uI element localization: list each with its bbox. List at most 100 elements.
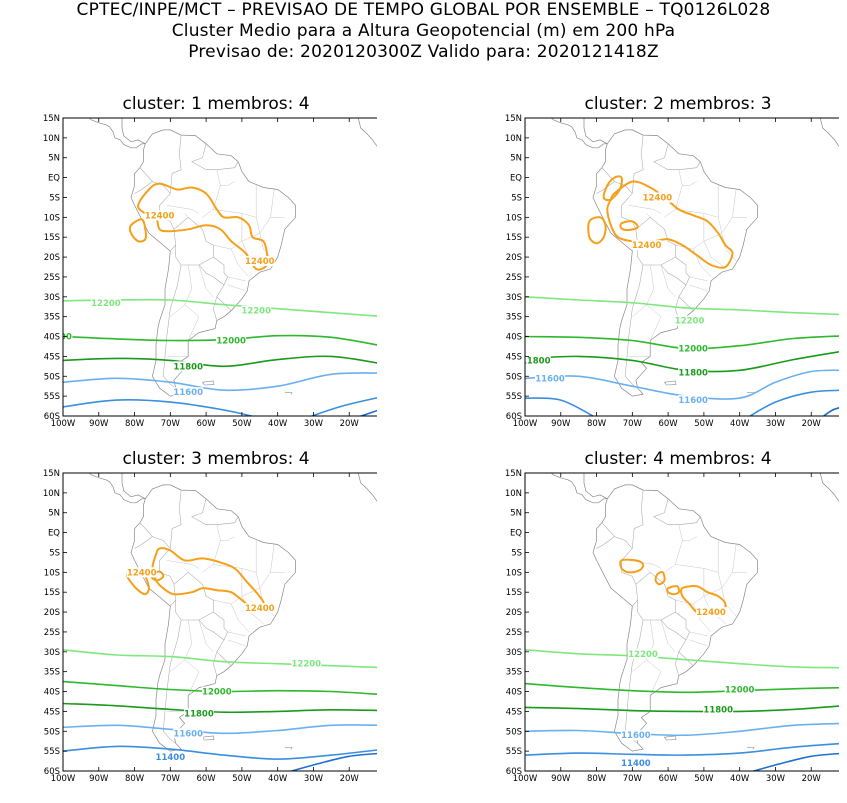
contour-label-bg <box>126 567 157 578</box>
lon-label: 30W <box>304 774 324 784</box>
lon-label: 80W <box>587 419 607 429</box>
lon-label: 70W <box>623 774 643 784</box>
lat-label: 25S <box>44 628 60 638</box>
contour-label-bg <box>144 210 175 221</box>
country-border <box>213 651 218 676</box>
state-border <box>664 540 683 573</box>
state-border <box>646 213 651 218</box>
contour-label-bg <box>631 240 662 251</box>
contour-line <box>525 649 839 669</box>
province-border <box>170 659 185 672</box>
province-border <box>184 619 200 672</box>
contour-label-bg <box>201 686 232 697</box>
south-georgia <box>284 391 293 395</box>
contour-label-bg <box>724 684 755 695</box>
map-layer: 12400 12400 12200 12000 11800 11600 11400 <box>63 473 377 771</box>
country-border <box>614 536 633 549</box>
lat-label: 30S <box>506 648 522 658</box>
contour-line <box>63 649 377 669</box>
lon-label: 20W <box>340 419 360 429</box>
country-border <box>624 264 644 389</box>
lat-label: 60S <box>506 767 522 777</box>
lon-label: 50W <box>694 419 714 429</box>
contour-label-bg <box>535 373 566 384</box>
country-border <box>653 498 701 525</box>
state-border <box>230 249 250 278</box>
map-panel-cluster-3: cluster: 3 membros: 4 12400 12400 12200 1200… <box>27 449 397 794</box>
lat-label: 55S <box>506 747 522 757</box>
state-border <box>227 631 246 637</box>
panel-title: cluster: 2 membros: 3 <box>584 94 772 114</box>
lat-label: 5N <box>48 154 60 164</box>
africa-coastline <box>819 473 839 502</box>
lat-label: 15N <box>43 469 60 479</box>
country-border <box>660 256 690 286</box>
contour-label: 11600 <box>535 374 565 384</box>
province-border <box>187 671 200 696</box>
contour-12400 <box>666 585 681 596</box>
lat-label: 55S <box>44 392 60 402</box>
geopotential-map: 12400 12400 12200 12200 12000 000 11800 11600 15… <box>43 114 377 429</box>
lon-label: 40W <box>730 774 750 784</box>
contour-label: 12200 <box>291 660 321 670</box>
contour-label-bg <box>244 603 275 614</box>
state-border <box>721 544 737 589</box>
map-layer: 12400 12400 12200 12200 12000 000 11800 11600 <box>63 118 377 416</box>
lon-label: 70W <box>161 419 181 429</box>
country-border <box>216 284 232 311</box>
country-border <box>191 143 239 170</box>
country-border <box>173 571 214 621</box>
province-border <box>632 304 647 317</box>
state-border <box>689 284 708 292</box>
lat-label: 5N <box>510 154 522 164</box>
state-border <box>227 276 246 282</box>
contour-label: 12400 <box>245 604 275 614</box>
state-border <box>675 568 705 605</box>
lat-label: 15N <box>505 469 522 479</box>
lat-label: 50S <box>506 372 522 382</box>
contour-label: 11600 <box>678 396 708 406</box>
lat-label: 30S <box>44 293 60 303</box>
lon-label: 90W <box>551 774 571 784</box>
contour-label-bg <box>678 343 709 354</box>
state-border <box>689 631 708 637</box>
contour-label-bg <box>703 704 734 715</box>
lon-label: 30W <box>766 419 786 429</box>
contour-label-bg <box>244 256 275 267</box>
lon-label: 100W <box>51 774 76 784</box>
state-border <box>664 185 683 218</box>
contour-line <box>750 752 839 771</box>
panel-title: cluster: 1 membros: 4 <box>122 94 310 114</box>
state-border <box>675 564 719 573</box>
state-border <box>216 169 235 186</box>
lat-label: 20S <box>506 608 522 618</box>
lon-label: 30W <box>304 419 324 429</box>
contour-line <box>309 397 377 416</box>
contour-label-bg <box>155 752 186 763</box>
contour-line <box>63 745 377 760</box>
contour-line <box>63 399 255 416</box>
africa-coastline <box>357 473 377 502</box>
state-border <box>689 639 708 647</box>
province-border <box>646 264 662 317</box>
lat-label: 40S <box>44 688 60 698</box>
lat-label: EQ <box>48 529 60 539</box>
geopotential-map: 12400 12400 12200 12000 11800 11600 11400 15N 10… <box>43 469 377 784</box>
country-border <box>635 216 676 266</box>
province-border <box>198 619 214 652</box>
contour-label-bg <box>216 335 247 346</box>
contour-label-bg <box>674 315 705 326</box>
lat-label: 5N <box>48 509 60 519</box>
province-border <box>632 659 647 672</box>
lat-label: 5S <box>49 548 60 558</box>
contour-line <box>63 702 377 714</box>
contour-12400 <box>619 558 645 574</box>
lon-label: 40W <box>268 774 288 784</box>
lat-label: 60S <box>44 767 60 777</box>
lon-label: 90W <box>89 419 109 429</box>
lat-label: 60S <box>44 412 60 422</box>
contour-label: 11800 <box>184 709 214 719</box>
lon-label: 80W <box>125 774 145 784</box>
lon-label: 40W <box>268 419 288 429</box>
contour-label-bg <box>642 192 673 203</box>
